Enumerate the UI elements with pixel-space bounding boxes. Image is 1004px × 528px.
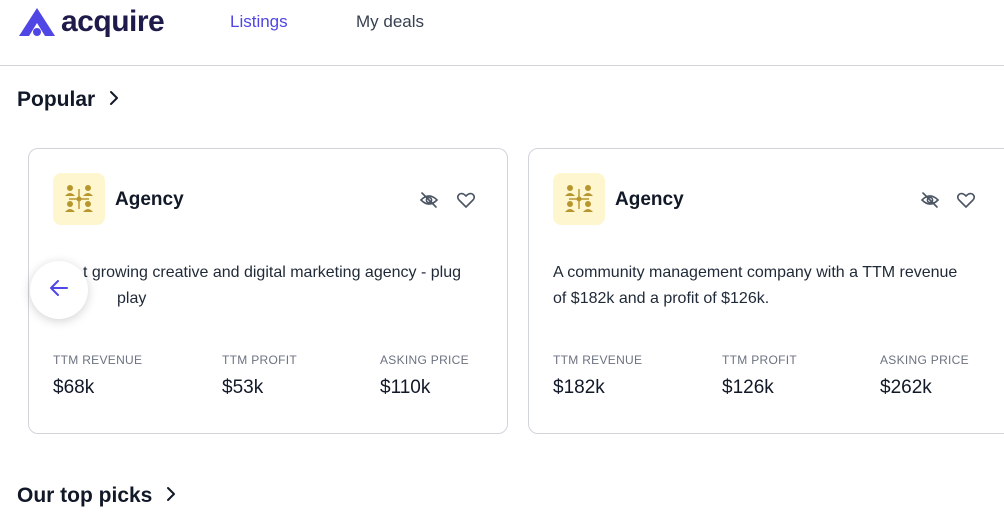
metric-ttm-revenue: TTM REVENUE $68k xyxy=(53,353,142,399)
metric-value: $262k xyxy=(880,377,932,398)
acquire-logo-icon xyxy=(19,8,55,36)
listing-card[interactable]: Agency A community management company wi… xyxy=(528,148,1004,434)
listing-description: t growing creative and digital marketing… xyxy=(53,260,493,312)
section-popular-link[interactable]: Popular xyxy=(17,88,119,112)
metric-label: TTM PROFIT xyxy=(722,353,797,367)
metric-value: $110k xyxy=(380,377,431,398)
eye-off-icon[interactable] xyxy=(419,190,439,210)
metric-ttm-revenue: TTM REVENUE $182k xyxy=(553,353,642,399)
section-top-picks-link[interactable]: Our top picks xyxy=(17,484,176,508)
heart-icon[interactable] xyxy=(956,190,976,210)
section-popular-title: Popular xyxy=(17,88,96,111)
description-line: A community management company with a TT… xyxy=(553,264,958,281)
listing-category: Agency xyxy=(615,189,684,210)
heart-icon[interactable] xyxy=(456,190,476,210)
metric-label: TTM REVENUE xyxy=(553,353,643,367)
metric-label: ASKING PRICE xyxy=(880,353,969,367)
carousel-prev-button[interactable] xyxy=(30,261,88,319)
description-line: play xyxy=(117,290,147,307)
listing-category: Agency xyxy=(115,189,184,210)
metric-asking-price: ASKING PRICE $110k xyxy=(380,353,469,399)
metric-value: $126k xyxy=(722,377,774,398)
nav-my-deals[interactable]: My deals xyxy=(356,12,425,31)
listing-card[interactable]: Agency t growing creative and digital ma… xyxy=(28,148,508,434)
team-network-icon xyxy=(553,173,605,225)
acquire-logo[interactable]: acquire xyxy=(17,5,165,38)
chevron-right-icon xyxy=(166,484,176,508)
metric-value: $68k xyxy=(53,377,95,398)
nav-listings[interactable]: Listings xyxy=(230,12,288,31)
description-line: t growing creative and digital marketing… xyxy=(83,264,461,281)
description-line: of $182k and a profit of $126k. xyxy=(553,290,770,307)
metric-ttm-profit: TTM PROFIT $53k xyxy=(222,353,297,399)
metric-label: ASKING PRICE xyxy=(380,353,469,367)
metric-value: $182k xyxy=(553,377,605,398)
metric-value: $53k xyxy=(222,377,264,398)
arrow-left-icon xyxy=(49,279,69,302)
top-navigation: acquire Listings My deals xyxy=(0,0,1004,66)
brand-name: acquire xyxy=(61,5,165,38)
team-network-icon xyxy=(53,173,105,225)
listing-description: A community management company with a TT… xyxy=(553,260,993,312)
section-top-picks-title: Our top picks xyxy=(17,484,153,507)
metric-ttm-profit: TTM PROFIT $126k xyxy=(722,353,797,399)
metric-label: TTM REVENUE xyxy=(53,353,143,367)
metric-asking-price: ASKING PRICE $262k xyxy=(880,353,969,399)
chevron-right-icon xyxy=(109,88,119,112)
metric-label: TTM PROFIT xyxy=(222,353,297,367)
eye-off-icon[interactable] xyxy=(920,190,940,210)
